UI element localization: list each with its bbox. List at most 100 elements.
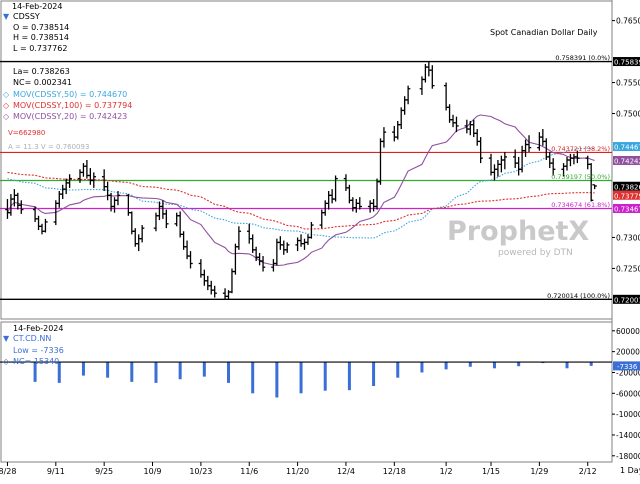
cot-bar-23 [589, 362, 593, 366]
price-bar-117 [588, 163, 594, 202]
cot-axis-label-6: -180000 [616, 452, 640, 461]
price-bars [5, 61, 597, 300]
price-axis-label-2: 0.750000 [616, 110, 640, 119]
date-axis-label-6: 11/20 [286, 467, 309, 476]
price-value-tags: 0.758391 0.744670 0.742423 0.7382630.737794… [613, 57, 640, 304]
price-value-tag-6: 0.720014 [613, 294, 640, 304]
price-bar-32 [164, 209, 169, 229]
cot-bar-22 [565, 362, 569, 369]
price-legend: 14-Feb-2024 ▼ CDSSY O = 0.738514 H = 0.7… [3, 2, 132, 151]
cot-bars [0, 361, 612, 398]
price-bar-72 [357, 197, 362, 210]
price-value-tag-label-2: 0.742423 [614, 157, 640, 165]
cot-bar-11 [299, 362, 303, 394]
date-axis-label-8: 12/18 [383, 467, 406, 476]
legend-extra: A = 11.3 V = 0.760093 [8, 143, 89, 151]
price-value-tag-0: 0.758391 [613, 57, 640, 67]
retracement-label-4: 0.720014 (100.0%) [547, 292, 610, 300]
price-value-tag-label-5: 0.734674 [614, 205, 640, 213]
price-value-tag-2: 0.742423 [613, 155, 640, 165]
cot-axis-label-1: 20000 [616, 348, 640, 357]
legend-symbol: CDSSY [13, 12, 40, 21]
date-axis-label-3: 10/9 [144, 467, 162, 476]
price-bar-77 [381, 127, 387, 148]
legend-symbol-icon: ▼ [3, 12, 10, 21]
price-axis-label-4: 0.725000 [616, 264, 640, 273]
price-bar-82 [405, 85, 411, 105]
ma20-icon: ◇ [3, 112, 10, 121]
cot-bar-13 [347, 362, 351, 391]
price-bar-100 [502, 151, 508, 170]
cot-bar-15 [396, 362, 400, 378]
moving-average-line-1 [7, 171, 595, 230]
retracement-labels: 0.758391 (0.0%) 0.743721 (38.2%) 0.739197 … [547, 54, 610, 300]
price-bar-57 [285, 242, 290, 253]
date-axis-label-5: 11/6 [240, 467, 258, 476]
cot-bar-10 [275, 362, 279, 398]
ma100-icon: ◇ [3, 101, 10, 110]
cot-net-change: NC= 15340 [13, 357, 59, 366]
date-axis-label-4: 10/23 [189, 467, 212, 476]
cot-bar-20 [517, 362, 521, 367]
cot-nc-icon: ◇ [3, 357, 10, 366]
chart-title: Spot Canadian Dollar Daily [490, 28, 598, 37]
cot-bar-12 [323, 362, 327, 391]
cot-bar-16 [420, 362, 424, 373]
price-value-tag-label-6: 0.720014 [614, 296, 640, 304]
price-bar-67 [333, 175, 338, 202]
cot-value-tag: -7336 [613, 361, 640, 371]
price-axis-label-0: 0.765000 [616, 17, 640, 26]
retracement-label-0: 0.758391 (0.0%) [555, 54, 610, 62]
cot-symbol-icon: ▼ [3, 334, 10, 343]
price-value-tag-5: 0.734674 [613, 203, 640, 213]
cot-bar-4 [130, 362, 134, 382]
price-bar-47 [236, 226, 242, 250]
price-value-tag-label-0: 0.758391 [614, 59, 640, 67]
price-bar-4 [19, 200, 24, 214]
cot-bar-6 [178, 362, 182, 380]
date-axis-label-9: 1/2 [440, 467, 453, 476]
legend-open: O = 0.738514 [13, 23, 69, 32]
cot-bar-2 [81, 362, 85, 376]
legend-volume: V=662980 [8, 129, 45, 137]
price-bar-110 [550, 158, 556, 176]
date-axis-label-1: 9/11 [47, 467, 65, 476]
price-axis: 0.765000 0.755000 0.750000 0.730000 0.725000 [612, 17, 640, 273]
date-axis-label-0: 8/28 [0, 467, 16, 476]
watermark: ProphetX powered by DTN [447, 216, 589, 258]
legend-low: L = 0.737762 [13, 44, 67, 53]
watermark-brand: ProphetX [447, 216, 589, 247]
date-axis: 8/28 9/11 9/25 10/9 10/23 11/6 11/20 12/4 12/18 1… [0, 462, 597, 476]
price-axis-label-1: 0.755000 [616, 79, 640, 88]
date-axis-label-2: 9/25 [95, 467, 113, 476]
cot-bar-17 [444, 362, 448, 370]
cot-axis-label-5: -140000 [616, 431, 640, 440]
date-axis-label-12: 2/12 [579, 467, 597, 476]
ma50-icon: ◇ [3, 90, 10, 99]
price-bar-95 [478, 137, 483, 164]
price-bar-52 [260, 256, 266, 272]
cot-bar-0 [33, 362, 37, 382]
cot-bar-9 [251, 362, 255, 394]
legend-ma100: MOV(CDSSY,100) = 0.737794 [13, 101, 132, 110]
legend-ma20: MOV(CDSSY,20) = 0.742423 [13, 112, 127, 121]
date-axis-label-7: 12/4 [337, 467, 355, 476]
price-value-tag-label-3: 0.738263 [614, 183, 640, 191]
cot-legend: 14-Feb-2024 ▼ CT.CD.NN Low = -7336 ◇ NC=… [3, 324, 64, 366]
cot-bar-3 [106, 362, 110, 378]
retracement-label-1: 0.743721 (38.2%) [551, 145, 610, 153]
price-bar-8 [43, 218, 48, 233]
cot-bar-7 [202, 362, 206, 377]
x-axis-unit: 1 Day [620, 466, 640, 475]
cot-axis-label-4: -100000 [616, 410, 640, 419]
cot-low: Low = -7336 [13, 346, 64, 355]
cot-bar-1 [57, 362, 61, 383]
price-value-tag-1: 0.744670 [613, 142, 640, 152]
legend-ma50: MOV(CDSSY,50) = 0.744670 [13, 90, 127, 99]
price-value-tag-label-4: 0.737794 [614, 192, 640, 200]
price-bar-115 [575, 150, 580, 164]
cot-axis-label-3: -60000 [616, 389, 640, 398]
cot-bar-19 [492, 362, 496, 369]
cot-bar-5 [154, 362, 158, 383]
